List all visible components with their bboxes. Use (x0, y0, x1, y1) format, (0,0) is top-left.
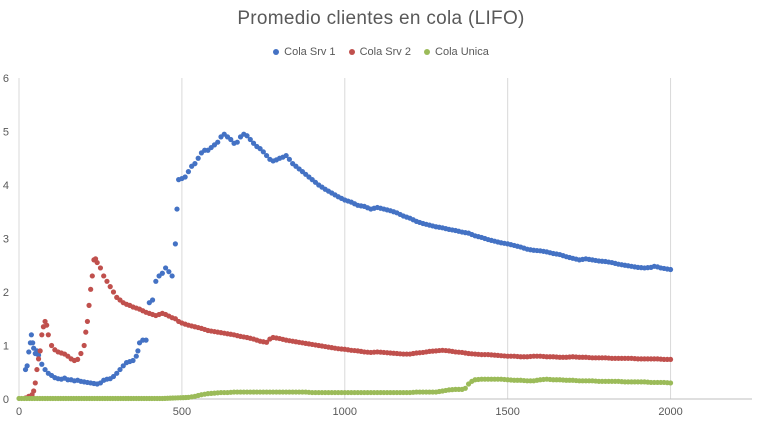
data-point (149, 297, 156, 303)
data-point (260, 149, 266, 155)
data-point (110, 373, 117, 380)
series-cola-unica (16, 376, 674, 402)
data-point (117, 366, 123, 373)
legend-label-cola-srv-2: Cola Srv 2 (359, 46, 411, 58)
data-point (42, 366, 48, 373)
data-point (192, 161, 198, 167)
y-tick-label-5: 5 (3, 127, 9, 139)
data-point (86, 302, 92, 308)
data-point (110, 289, 117, 295)
data-point (153, 278, 159, 284)
data-point (215, 139, 221, 145)
axes: 0 500 1000 1500 2000 0 1 2 3 4 5 6 (3, 73, 752, 418)
x-tick-label-1500: 1500 (495, 406, 519, 418)
data-point (185, 169, 192, 175)
legend-label-cola-unica: Cola Unica (435, 46, 489, 58)
data-point (107, 284, 113, 290)
data-point (32, 380, 38, 386)
data-point (263, 152, 270, 159)
data-point (263, 339, 270, 345)
gridlines (181, 78, 672, 399)
legend-marker-cola-srv-2 (348, 49, 355, 55)
legend-item-cola-unica[interactable]: Cola Unica (424, 46, 489, 58)
data-point (130, 357, 136, 364)
data-point (195, 155, 201, 161)
data-point (182, 174, 188, 180)
data-point (174, 206, 180, 212)
data-point (120, 363, 126, 369)
data-point (667, 356, 674, 363)
y-tick-label-6: 6 (3, 73, 9, 85)
data-point (228, 136, 234, 143)
legend-item-cola-srv-1[interactable]: Cola Srv 1 (273, 46, 336, 58)
data-point (89, 273, 95, 279)
data-point (250, 140, 257, 146)
data-point (135, 348, 141, 354)
data-point (133, 353, 139, 359)
legend-label-cola-srv-1: Cola Srv 1 (284, 46, 336, 58)
data-point (48, 342, 55, 349)
legend: Cola Srv 1 Cola Srv 2 Cola Unica (0, 46, 762, 58)
data-point (39, 361, 45, 367)
data-point (35, 352, 42, 358)
data-point (78, 350, 84, 357)
data-point (163, 265, 169, 271)
x-tick-label-0: 0 (16, 406, 22, 418)
data-point (247, 136, 253, 143)
series-cola-srv-2 (22, 256, 674, 401)
data-point (24, 363, 30, 369)
data-point (143, 337, 149, 343)
data-point (45, 332, 51, 338)
data-point (104, 278, 110, 284)
data-point (667, 266, 674, 273)
data-point (35, 356, 42, 362)
data-point (94, 259, 100, 266)
data-point (83, 329, 89, 335)
y-tick-label-4: 4 (3, 180, 9, 192)
y-tick-label-3: 3 (3, 234, 9, 246)
data-point (101, 273, 107, 279)
data-point (462, 385, 468, 391)
data-point (84, 318, 91, 325)
legend-marker-cola-unica (424, 49, 431, 55)
data-point (159, 270, 165, 276)
y-tick-label-2: 2 (3, 287, 9, 299)
data-point (39, 332, 45, 338)
legend-marker-cola-srv-1 (273, 49, 280, 55)
data-point (172, 241, 178, 247)
data-point (667, 380, 674, 386)
data-point (28, 332, 34, 338)
x-tick-label-2000: 2000 (658, 406, 682, 418)
data-point (88, 286, 94, 292)
data-point (30, 340, 36, 346)
y-tick-label-1: 1 (3, 341, 9, 353)
legend-item-cola-srv-2[interactable]: Cola Srv 2 (348, 46, 411, 58)
data-point (26, 349, 32, 355)
series-markers (16, 131, 674, 402)
data-point (44, 322, 50, 328)
data-point (97, 265, 104, 271)
data-point (75, 356, 81, 363)
data-point (234, 139, 240, 145)
data-point (257, 146, 263, 152)
series-cola-srv-1 (22, 131, 674, 387)
data-point (244, 133, 250, 139)
y-tick-label-0: 0 (3, 394, 9, 406)
chart-title: Promedio clientes en cola (LIFO) (237, 8, 525, 29)
x-tick-label-1000: 1000 (333, 406, 357, 418)
data-point (166, 269, 172, 275)
data-point (37, 348, 43, 354)
data-point (31, 388, 37, 394)
data-point (283, 152, 289, 159)
data-point (81, 342, 87, 349)
data-point (286, 156, 292, 162)
data-point (34, 366, 40, 373)
x-tick-label-500: 500 (173, 406, 191, 418)
data-point (169, 273, 175, 279)
data-point (114, 370, 120, 376)
